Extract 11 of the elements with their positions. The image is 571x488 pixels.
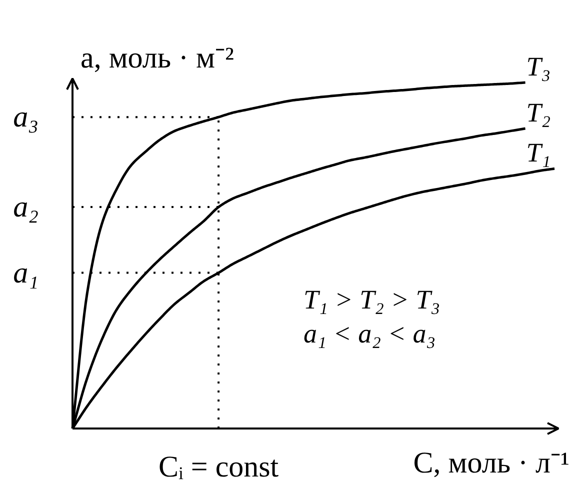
ref-line-label: a₂ xyxy=(13,190,39,224)
x-axis-title: C, моль · л⁻¹ xyxy=(413,446,570,480)
series-label: T₁ xyxy=(526,138,551,168)
ref-line-label: a₃ xyxy=(13,100,39,134)
annotation: T₁ > T₂ > T₃ xyxy=(304,284,440,314)
ref-line-label: a₁ xyxy=(13,256,39,290)
text: Cᵢ = const xyxy=(158,450,280,484)
y-axis-title: a, моль · м⁻² xyxy=(80,42,234,74)
series-label: T₃ xyxy=(526,52,551,82)
series-label: T₂ xyxy=(526,98,551,128)
annotation: a₁ < a₂ < a₃ xyxy=(304,318,436,348)
